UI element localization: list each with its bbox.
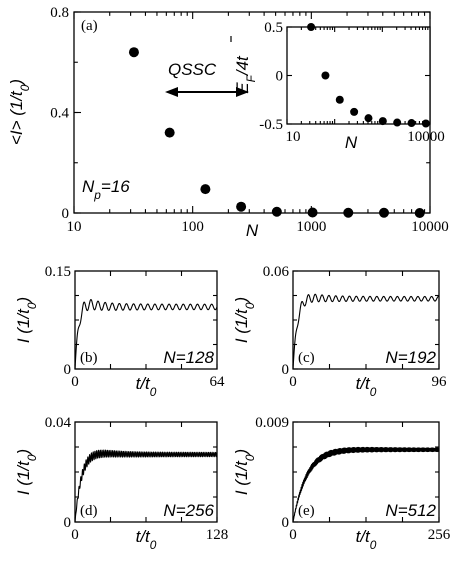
inset-x-tick-label: 10000 (407, 129, 445, 145)
qssc-arrow-head-left (165, 87, 178, 97)
x-tick-label: 10000 (411, 219, 449, 235)
n-label: N=512 (385, 501, 436, 520)
panel-e: 0 256 0 0.009 (e) N=512 t/t0 I (1/t0) (232, 415, 451, 552)
x-axis-label: N (246, 221, 259, 240)
data-point (236, 201, 247, 212)
panel-b: 0 64 0 0.15 (b) N=128 t/t0 I (1/t0) (14, 264, 225, 399)
inset-y-tick-label: -0.5 (259, 117, 283, 133)
x-tick-label: 0 (289, 374, 297, 390)
y-tick-label: 0.4 (50, 106, 69, 122)
y-tick-label: 0 (282, 362, 290, 378)
data-point (200, 184, 211, 195)
inset-y-axis-label: EF/4t (233, 55, 258, 94)
y-tick-label: 0 (64, 515, 72, 531)
current-trace (74, 299, 218, 370)
inset-data-point (335, 95, 344, 104)
panel-c: 0 96 0 0.06 (c) N=192 t/t0 I (1/t0) (232, 264, 447, 399)
current-trace (292, 293, 440, 370)
y-tick-label: 0.15 (45, 264, 71, 280)
inset-x-tick-label: 10 (286, 129, 301, 145)
panel-label: (d) (80, 503, 98, 519)
panel-label: (e) (298, 503, 315, 519)
inset-y-tick-label: 0.5 (264, 20, 283, 36)
x-tick-label: 64 (210, 374, 226, 390)
inset-y-tick-label: 0 (276, 69, 284, 85)
data-point (379, 207, 390, 218)
qssc-label: QSSC (168, 60, 217, 79)
x-tick-label: 256 (428, 527, 451, 543)
y-tick-label: 0 (64, 362, 72, 378)
y-axis-label: I (1/t0) (232, 449, 257, 495)
y-axis-label: I (1/t0) (232, 297, 257, 343)
current-trace (292, 446, 440, 523)
panel-label: (b) (80, 350, 98, 366)
panel-label: (a) (81, 18, 98, 34)
inset-data-point (307, 23, 316, 31)
inset-x-axis-label: N (345, 133, 358, 152)
n-label: N=192 (385, 348, 436, 367)
inset-data-point (393, 118, 402, 127)
np-label: Np=16 (82, 177, 130, 202)
y-tick-label: 0.04 (45, 415, 72, 431)
x-axis-label: t/t0 (356, 527, 377, 552)
x-axis-label: t/t0 (136, 527, 157, 552)
y-tick-label: 0.009 (255, 415, 289, 431)
panel-label: (c) (298, 350, 315, 366)
y-axis-label: I (1/t0) (14, 297, 39, 343)
x-tick-label: 10 (67, 219, 82, 235)
data-point (414, 208, 425, 218)
data-point (164, 127, 175, 138)
x-axis-label: t/t0 (356, 374, 377, 399)
x-tick-label: 128 (206, 527, 229, 543)
n-label: N=128 (163, 348, 214, 367)
x-tick-label: 1000 (296, 219, 326, 235)
x-tick-label: 100 (181, 219, 204, 235)
data-point (271, 206, 282, 217)
current-trace (74, 449, 218, 523)
inset-data-point (364, 114, 373, 123)
inset-data-point (378, 117, 387, 126)
panel-a-inset: 10 10000 -0.5 0 0.5 N EF/4t (230, 20, 445, 152)
panel-d: 0 128 0 0.04 (d) N=256 t/t0 I (1/t0) (14, 415, 228, 552)
y-tick-label: 0.8 (50, 5, 69, 21)
x-axis-label: t/t0 (136, 374, 157, 399)
inset-data-point (407, 119, 416, 128)
data-point (307, 207, 318, 218)
y-tick-label: 0.06 (263, 264, 290, 280)
inset-data-point (350, 107, 359, 116)
data-point (343, 207, 354, 218)
n-label: N=256 (163, 501, 214, 520)
y-tick-label: 0 (62, 206, 70, 222)
x-tick-label: 0 (71, 527, 79, 543)
inset-data-point (321, 71, 330, 80)
y-axis-label: I (1/t0) (14, 449, 39, 495)
qssc-arrow-head-right (236, 87, 249, 97)
y-axis-label: <I> (1/t0) (7, 79, 32, 145)
data-point (128, 47, 139, 58)
inset-data-point (421, 119, 430, 128)
x-tick-label: 0 (71, 374, 79, 390)
y-tick-label: 0 (282, 515, 290, 531)
x-tick-label: 96 (432, 374, 448, 390)
inset-background (287, 27, 430, 124)
x-tick-label: 0 (289, 527, 297, 543)
